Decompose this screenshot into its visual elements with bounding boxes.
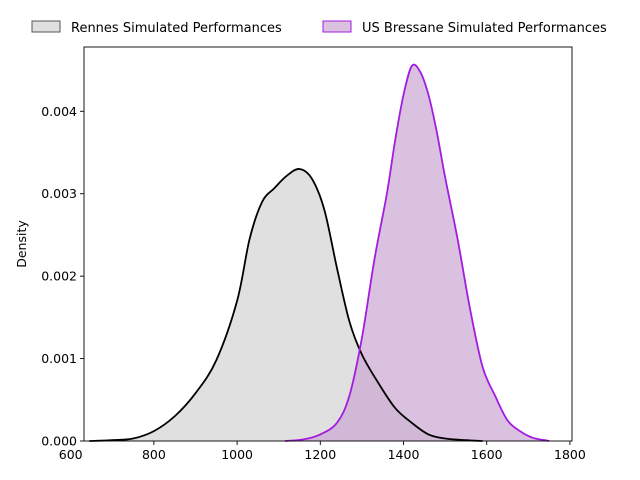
density-area-0 [89, 168, 483, 441]
y-axis: 0.000 0.001 0.002 0.003 0.004 [41, 104, 84, 449]
x-axis: 600 800 1000 1200 1400 1600 1800 [59, 441, 586, 462]
x-tick-label: 800 [142, 447, 166, 462]
x-tick-label: 1000 [221, 447, 253, 462]
y-tick-label: 0.002 [41, 269, 77, 284]
legend-label-1: US Bressane Simulated Performances [362, 21, 607, 36]
series-lines [89, 63, 550, 442]
x-tick-label: 600 [59, 447, 83, 462]
legend: Rennes Simulated Performances US Bressane… [31, 20, 607, 36]
density-area-1 [284, 64, 550, 442]
y-tick-label: 0.004 [41, 104, 77, 119]
x-tick-label: 1800 [554, 447, 586, 462]
plot-frame [83, 46, 573, 442]
legend-swatch-1 [322, 20, 352, 33]
x-tick-label: 1600 [471, 447, 503, 462]
legend-swatch-0 [31, 20, 61, 33]
y-tick-label: 0.003 [41, 186, 77, 201]
y-tick-label: 0.001 [41, 351, 77, 366]
y-axis-title: Density [14, 220, 29, 268]
x-tick-label: 1200 [304, 447, 336, 462]
series-fills [89, 64, 550, 442]
legend-label-0: Rennes Simulated Performances [71, 21, 282, 36]
density-line-0 [89, 168, 483, 442]
density-line-1 [284, 63, 550, 442]
y-tick-label: 0.000 [41, 434, 77, 449]
x-tick-label: 1400 [388, 447, 420, 462]
